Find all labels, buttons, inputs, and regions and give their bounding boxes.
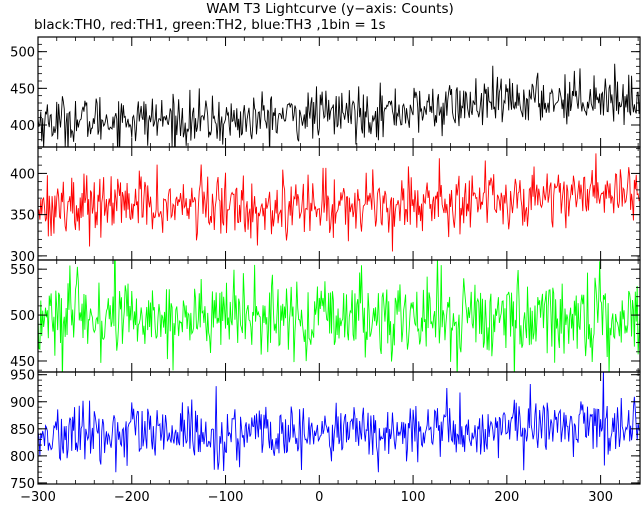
- x-tick-label: 100: [401, 490, 426, 505]
- x-tick-label: 0: [315, 490, 323, 505]
- series-line-th1: [38, 153, 640, 252]
- y-tick-label: 400: [10, 119, 35, 134]
- x-tick-label: −200: [114, 490, 150, 505]
- y-tick-label: 550: [10, 263, 35, 278]
- plot-layer: 400 450 500 300 350 400 450 500 550 750 800 850 900 9…: [10, 36, 641, 505]
- y-tick-label: 500: [10, 46, 35, 61]
- y-tick-label: 950: [10, 369, 35, 384]
- chart-subtitle: black:TH0, red:TH1, green:TH2, blue:TH3 …: [34, 17, 386, 33]
- x-tick-label: −100: [208, 490, 244, 505]
- y-tick-label: 750: [10, 477, 35, 492]
- y-tick-label: 900: [10, 396, 35, 411]
- series-line-th3: [38, 372, 640, 473]
- y-tick-label: 400: [10, 167, 35, 182]
- panel-frame: [37, 371, 641, 485]
- y-tick-label: 500: [10, 309, 35, 324]
- y-tick-label: 850: [10, 423, 35, 438]
- panel-th1: 300 350 400: [10, 146, 641, 265]
- x-tick-label: −300: [20, 490, 56, 505]
- y-tick-label: 800: [10, 450, 35, 465]
- panel-th3: 750 800 850 900 950: [10, 369, 641, 492]
- y-tick-label: 450: [10, 355, 35, 370]
- x-tick-label: 200: [494, 490, 519, 505]
- x-tick-label: 300: [588, 490, 613, 505]
- y-tick-label: 300: [10, 250, 35, 265]
- y-tick-label: 350: [10, 209, 35, 224]
- y-tick-label: 450: [10, 82, 35, 97]
- chart-title: WAM T3 Lightcurve (y−axis: Counts): [206, 1, 454, 17]
- series-line-th0: [38, 63, 640, 147]
- series-line-th2: [38, 260, 640, 372]
